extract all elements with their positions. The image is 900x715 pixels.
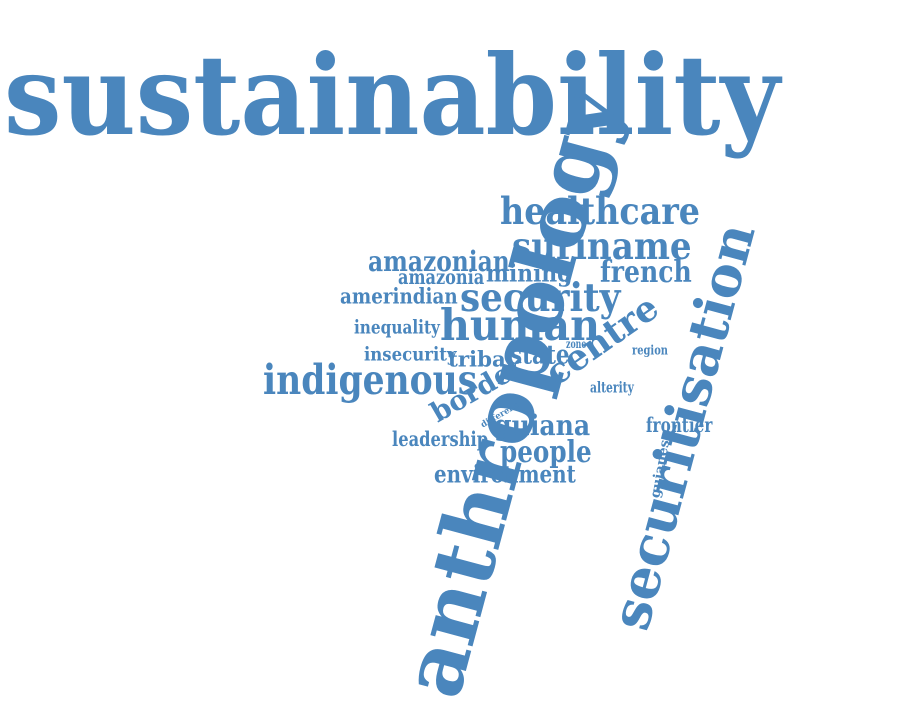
word-zone: zone bbox=[566, 338, 587, 352]
word-sustainability: sustainability bbox=[4, 29, 780, 160]
word-state: state bbox=[510, 338, 570, 370]
word-indigenous: indigenous bbox=[263, 355, 478, 404]
word-people: people bbox=[500, 435, 592, 470]
word-guiana: guiana bbox=[494, 409, 591, 442]
word-amazonian: amazonian bbox=[368, 244, 510, 278]
word-suriname: suriname bbox=[512, 224, 692, 268]
word-security: security bbox=[460, 273, 621, 320]
word-alterity: alterity bbox=[590, 378, 634, 396]
word-mining: mining bbox=[486, 259, 573, 288]
word-amazonia: amazonia bbox=[398, 265, 485, 290]
word-leadership: leadership bbox=[392, 427, 489, 452]
word-frontier: frontier bbox=[646, 413, 713, 438]
word-insecurity: insecurity bbox=[364, 342, 457, 365]
word-amerindian: amerindian bbox=[340, 282, 458, 309]
word-environment: environment bbox=[434, 460, 576, 489]
word-region: region bbox=[632, 342, 668, 358]
word-healthcare: healthcare bbox=[500, 189, 700, 233]
word-french: french bbox=[600, 255, 692, 290]
word-human: human bbox=[440, 301, 601, 351]
word-tribal: tribal bbox=[448, 345, 514, 372]
word-inequality: inequality bbox=[354, 315, 440, 338]
